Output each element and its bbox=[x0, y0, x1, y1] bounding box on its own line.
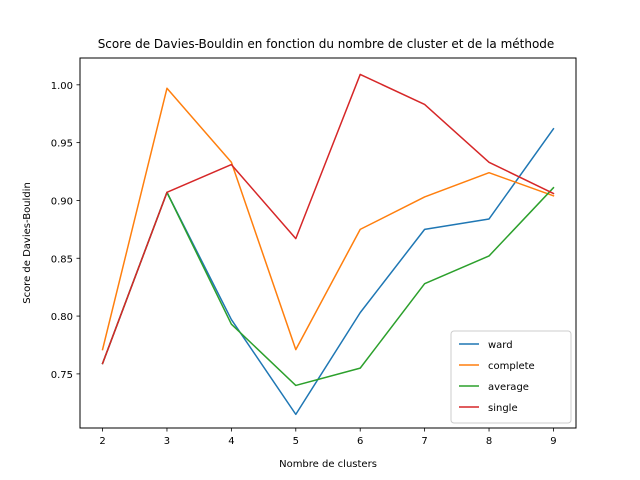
y-axis: 0.75 0.80 0.85 0.90 0.95 1.00 bbox=[51, 81, 80, 381]
y-tick-label: 0.95 bbox=[51, 139, 73, 150]
series-line-complete bbox=[101, 87, 555, 351]
x-axis: 2 3 4 5 6 7 8 9 bbox=[99, 428, 557, 447]
legend-label-single: single bbox=[488, 403, 518, 414]
y-tick-label: 0.90 bbox=[51, 196, 73, 207]
x-axis-label: Nombre de clusters bbox=[279, 459, 377, 470]
plot-frame bbox=[79, 57, 577, 429]
y-tick-label: 1.00 bbox=[51, 81, 73, 92]
legend: ward complete average single bbox=[450, 330, 572, 424]
y-axis-label: Score de Davies-Bouldin bbox=[22, 182, 33, 304]
y-tick-label: 0.85 bbox=[51, 254, 73, 265]
x-tick-label: 2 bbox=[99, 436, 105, 447]
series-line-single bbox=[101, 73, 555, 365]
x-tick-label: 8 bbox=[486, 436, 492, 447]
x-tick-label: 3 bbox=[164, 436, 170, 447]
legend-label-complete: complete bbox=[488, 361, 535, 372]
series-line-average bbox=[101, 186, 555, 387]
legend-label-ward: ward bbox=[488, 340, 513, 351]
x-tick-label: 9 bbox=[550, 436, 556, 447]
legend-label-average: average bbox=[488, 382, 529, 393]
chart-title: Score de Davies-Bouldin en fonction du n… bbox=[98, 37, 555, 51]
y-tick-label: 0.80 bbox=[51, 312, 73, 323]
x-tick-label: 4 bbox=[228, 436, 234, 447]
series-layer bbox=[101, 73, 555, 416]
x-tick-label: 7 bbox=[421, 436, 427, 447]
y-tick-label: 0.75 bbox=[51, 370, 73, 381]
x-tick-label: 5 bbox=[293, 436, 299, 447]
legend-box bbox=[450, 330, 572, 424]
x-tick-label: 6 bbox=[357, 436, 363, 447]
